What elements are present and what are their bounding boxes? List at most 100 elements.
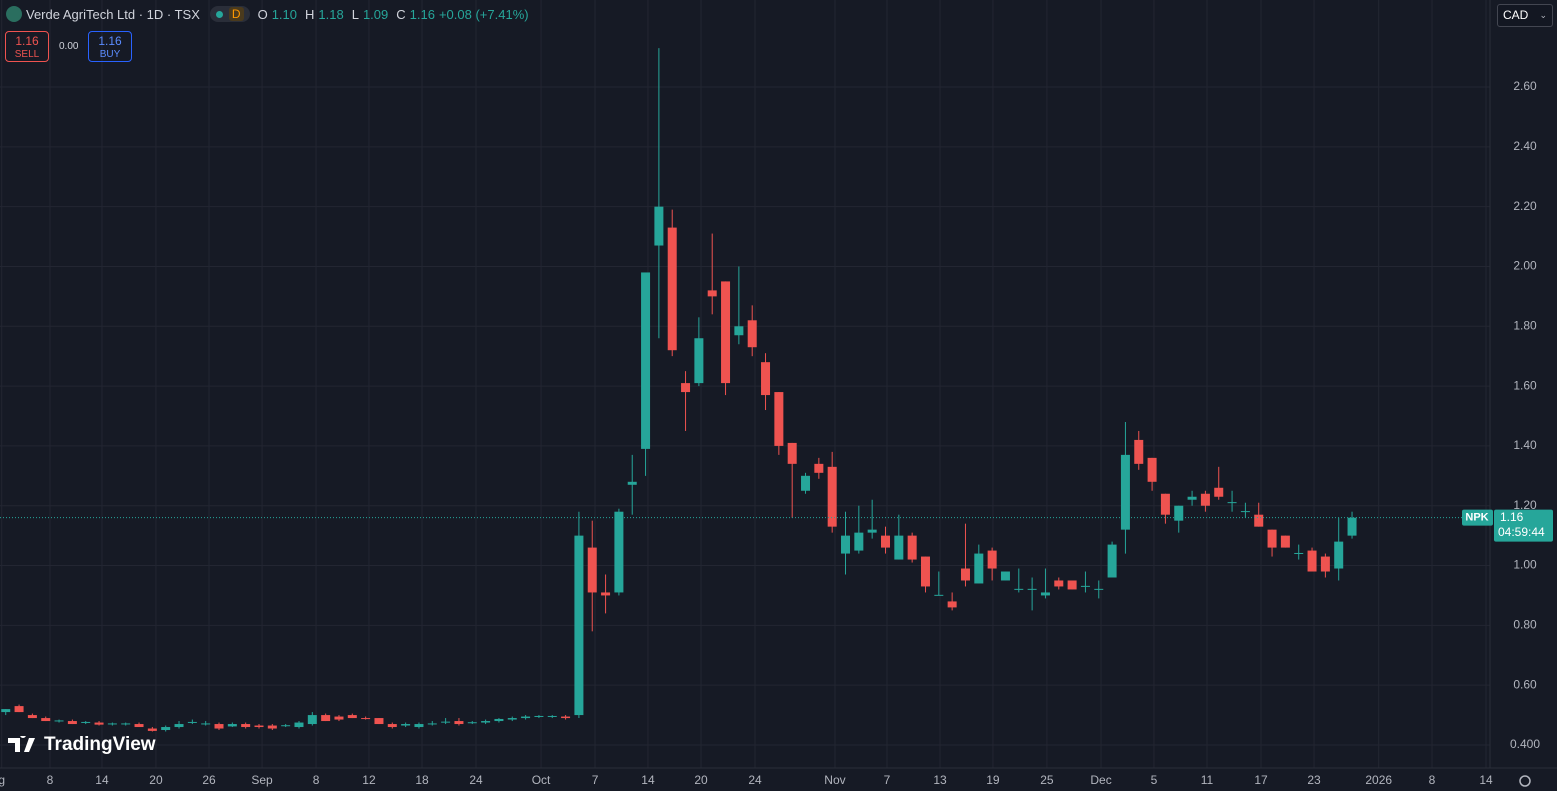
x-tick-label: 2026 bbox=[1365, 773, 1392, 787]
watermark-logo bbox=[8, 736, 35, 752]
candle-body bbox=[774, 392, 784, 446]
candle-body bbox=[1027, 588, 1037, 590]
candle-body bbox=[614, 511, 624, 593]
market-status[interactable]: D bbox=[209, 6, 250, 22]
y-tick-label: 1.40 bbox=[1513, 438, 1537, 452]
open-label: O bbox=[257, 6, 268, 22]
candle-body bbox=[1054, 580, 1064, 587]
candle-body bbox=[534, 715, 544, 717]
candle-body bbox=[667, 227, 677, 351]
candle-body bbox=[41, 718, 51, 722]
candle-body bbox=[574, 535, 584, 716]
y-tick-label: 2.60 bbox=[1513, 79, 1537, 93]
x-tick-label: 8 bbox=[1429, 773, 1436, 787]
candle-body bbox=[1067, 580, 1077, 590]
candle-body bbox=[507, 718, 517, 720]
candle-body bbox=[934, 594, 944, 596]
settings-icon[interactable] bbox=[1519, 775, 1531, 787]
candle-body bbox=[494, 718, 504, 722]
x-tick-label: 14 bbox=[95, 773, 109, 787]
candle-body bbox=[1347, 517, 1357, 536]
dropdown-arrow: ⌄ bbox=[1539, 10, 1547, 20]
candle-body bbox=[801, 475, 811, 491]
candle-body bbox=[947, 601, 957, 608]
symbol-title[interactable]: Verde AgriTech Ltd · 1D · TSX bbox=[26, 6, 200, 22]
y-tick-label: 1.80 bbox=[1513, 318, 1537, 332]
candle-body bbox=[1240, 511, 1250, 513]
candle-body bbox=[1280, 535, 1290, 548]
price-tag-countdown: 04:59:44 bbox=[1498, 525, 1545, 539]
x-tick-label: 7 bbox=[592, 773, 599, 787]
candle-body bbox=[321, 715, 331, 722]
symbol-logo bbox=[6, 6, 22, 22]
x-tick-label: 17 bbox=[1254, 773, 1268, 787]
candle-body bbox=[201, 723, 211, 725]
candle-body bbox=[1267, 529, 1277, 548]
candle-body bbox=[907, 535, 917, 560]
x-tick-label: 8 bbox=[313, 773, 320, 787]
candle-body bbox=[334, 716, 344, 720]
candle-body bbox=[627, 481, 637, 485]
spread: 0.00 bbox=[59, 41, 79, 52]
candle-body bbox=[1334, 541, 1344, 569]
x-tick-label: Dec bbox=[1090, 773, 1111, 787]
candle-body bbox=[987, 550, 997, 569]
candle-body bbox=[1307, 550, 1317, 572]
candle-body bbox=[734, 326, 744, 336]
candle-body bbox=[361, 718, 371, 720]
candle-body bbox=[414, 724, 424, 728]
candle-body bbox=[227, 724, 237, 727]
symbol-tag-text: NPK bbox=[1465, 512, 1488, 524]
candle-body bbox=[894, 535, 904, 560]
currency-select[interactable]: CAD ⌄ bbox=[1497, 4, 1553, 27]
sell-button[interactable]: 1.16 SELL bbox=[5, 31, 49, 62]
x-tick-label: 14 bbox=[1479, 773, 1493, 787]
candle-body bbox=[441, 721, 451, 723]
buy-label: BUY bbox=[99, 49, 121, 60]
candle-body bbox=[1120, 454, 1130, 530]
candle-body bbox=[854, 532, 864, 551]
candle-body bbox=[1227, 502, 1237, 504]
candle-body bbox=[427, 723, 437, 725]
y-tick-label: 0.80 bbox=[1513, 618, 1537, 632]
candle-body bbox=[481, 721, 491, 723]
candle-body bbox=[1160, 493, 1170, 515]
candle-body bbox=[747, 320, 757, 348]
sell-price: 1.16 bbox=[15, 34, 39, 48]
candle-body bbox=[467, 722, 477, 724]
candle-body bbox=[1200, 493, 1210, 506]
y-tick-label: 2.40 bbox=[1513, 139, 1537, 153]
x-tick-label: 8 bbox=[47, 773, 54, 787]
candle-body bbox=[681, 383, 691, 393]
y-tick-label: 2.00 bbox=[1513, 259, 1537, 273]
price-tag-price: 1.16 bbox=[1500, 510, 1524, 524]
candle-body bbox=[787, 442, 797, 464]
delay-badge: D bbox=[228, 7, 244, 21]
candle-body bbox=[174, 724, 184, 728]
sell-label: SELL bbox=[14, 49, 40, 60]
x-tick-label: 13 bbox=[933, 773, 947, 787]
candle-body bbox=[187, 721, 197, 723]
candle-body bbox=[707, 290, 717, 297]
candle-body bbox=[1, 709, 11, 713]
candle-body bbox=[14, 706, 24, 713]
candle-body bbox=[1294, 552, 1304, 554]
low-label: L bbox=[351, 6, 359, 22]
candle-body bbox=[827, 466, 837, 527]
candle-body bbox=[254, 725, 264, 728]
x-tick-label: 25 bbox=[1040, 773, 1054, 787]
candle-body bbox=[601, 592, 611, 596]
candle-body bbox=[960, 568, 970, 581]
candle-body bbox=[920, 556, 930, 587]
candle-body bbox=[94, 722, 104, 725]
candle-body bbox=[387, 724, 397, 728]
candle-body bbox=[654, 206, 664, 246]
x-tick-label: 26 bbox=[202, 773, 216, 787]
x-tick-label: 20 bbox=[149, 773, 163, 787]
x-tick-label: 11 bbox=[1201, 773, 1214, 787]
buy-button[interactable]: 1.16 BUY bbox=[88, 31, 132, 62]
candle-body bbox=[1000, 571, 1010, 581]
candle-body bbox=[121, 723, 131, 725]
candle-body bbox=[81, 721, 91, 723]
